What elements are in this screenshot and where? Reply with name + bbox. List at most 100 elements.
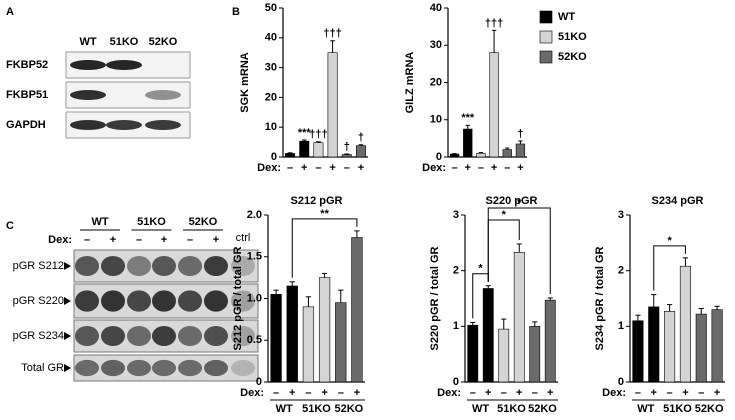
blot-band [101, 326, 125, 346]
x-tick-label: – [698, 387, 704, 399]
bar [302, 306, 315, 383]
x-tick-label: – [501, 387, 507, 399]
x-tick-label: – [287, 162, 293, 174]
blot-band [127, 359, 151, 377]
y-axis-label: SGK mRNA [239, 52, 251, 113]
significance-label: ††† [323, 28, 341, 40]
x-tick-label: – [532, 387, 538, 399]
x-tick-label: + [516, 387, 522, 399]
x-tick-label: + [682, 387, 688, 399]
blot-band [75, 256, 99, 276]
bar [648, 306, 660, 383]
blot-band [70, 90, 106, 100]
y-tick-label: 1.5 [247, 251, 262, 263]
panel-letter: C [6, 220, 14, 232]
x-tick-label: – [635, 387, 641, 399]
y-tick-label: 1.0 [247, 292, 262, 304]
x-axis-label: Dex: [240, 387, 264, 399]
blot-band [178, 359, 202, 377]
blot-band [152, 290, 176, 312]
bar [318, 277, 331, 383]
x-tick-label: + [358, 162, 364, 174]
x-tick-label: + [651, 387, 657, 399]
significance-label: * [502, 209, 507, 221]
x-tick-label: – [504, 162, 510, 174]
y-tick-label: 40 [430, 2, 442, 14]
bar [513, 251, 525, 383]
blot-band [204, 290, 228, 312]
legend-label: 52KO [558, 51, 587, 63]
x-tick-label: – [315, 162, 321, 174]
y-tick-label: 2 [453, 265, 459, 277]
blot-band [127, 256, 151, 276]
dex-sign: – [187, 234, 193, 246]
bar [679, 265, 691, 383]
y-tick-label: 2.0 [247, 209, 262, 221]
y-tick-label: 1 [453, 320, 459, 332]
dex-sign: + [161, 234, 167, 246]
y-axis-label: S212 pGR / total GR [232, 246, 244, 350]
lane-label: 52KO [149, 36, 178, 48]
blot-band [152, 256, 176, 276]
bar [467, 324, 479, 383]
significance-label: * [478, 263, 483, 275]
x-tick-label: – [338, 387, 344, 399]
blot-band [231, 290, 255, 312]
dex-sign: + [213, 234, 219, 246]
y-tick-label: 0 [436, 151, 442, 163]
blot-band [106, 60, 142, 70]
row-arrow [64, 364, 71, 372]
row-label: Total GR [21, 362, 64, 374]
x-tick-label: – [667, 387, 673, 399]
blot-band [145, 120, 181, 130]
x-tick-label: + [329, 162, 335, 174]
legend-swatch [539, 30, 553, 44]
group-label: 52KO [334, 403, 363, 415]
bar [299, 140, 310, 158]
group-label: 51KO [663, 403, 692, 415]
legend-label: 51KO [558, 31, 587, 43]
row-arrow [64, 332, 71, 340]
y-tick-label: 0.5 [247, 334, 262, 346]
x-axis-label: Dex: [437, 387, 461, 399]
bar [449, 153, 460, 158]
bar [335, 302, 347, 383]
y-tick-label: 3 [453, 209, 459, 221]
x-tick-label: – [478, 162, 484, 174]
dex-label: Dex: [48, 234, 72, 246]
row-label: GAPDH [6, 119, 46, 131]
x-tick-label: – [273, 387, 279, 399]
row-label: pGR S212 [13, 260, 64, 272]
y-tick-label: 20 [265, 91, 277, 103]
significance-label: * [667, 235, 672, 247]
significance-label: † [344, 141, 350, 153]
x-tick-label: + [321, 387, 327, 399]
bar [489, 52, 499, 158]
y-tick-label: 3 [618, 209, 624, 221]
blot-band [178, 290, 202, 312]
chart-title: S212 pGR [291, 195, 343, 207]
y-axis-label: S220 pGR / total GR [429, 246, 441, 350]
legend-swatch [539, 50, 553, 64]
blot-band [70, 60, 106, 70]
y-tick-label: 10 [430, 114, 442, 126]
chart-title: S220 pGR [486, 195, 538, 207]
row-arrow [64, 262, 71, 270]
y-axis-label: S234 pGR / total GR [594, 246, 606, 350]
blot-band [101, 256, 125, 276]
x-axis-label: Dex: [422, 162, 446, 174]
blot-band [106, 120, 142, 130]
dex-sign: – [84, 234, 90, 246]
x-tick-label: + [714, 387, 720, 399]
y-tick-label: 0 [256, 376, 262, 388]
significance-label: * [517, 197, 522, 209]
bar [476, 152, 486, 158]
significance-label: ††† [309, 129, 327, 141]
chart-title: S234 pGR [652, 195, 704, 207]
y-tick-label: 40 [265, 32, 277, 44]
y-tick-label: 30 [265, 62, 277, 74]
panel-letter: B [232, 6, 240, 18]
x-tick-label: – [305, 387, 311, 399]
significance-bracket [487, 207, 551, 294]
x-tick-label: + [485, 387, 491, 399]
